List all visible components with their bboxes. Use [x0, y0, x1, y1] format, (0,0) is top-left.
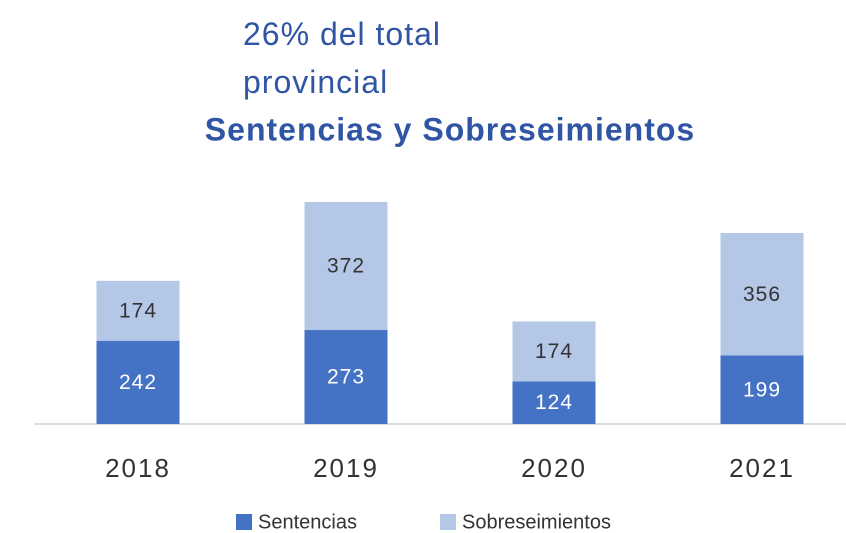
data-label: 124 [535, 391, 573, 414]
legend-label: Sobreseimientos [462, 511, 611, 533]
legend-swatch [236, 514, 252, 530]
bar-segment [96, 280, 180, 341]
x-tick-label: 2019 [313, 453, 379, 483]
bar-segment [720, 355, 804, 424]
x-tick-label: 2020 [521, 453, 587, 483]
bar-segment [304, 202, 388, 331]
bar-segment [304, 330, 388, 424]
data-label: 372 [327, 255, 365, 278]
data-label: 174 [119, 299, 157, 322]
chart-title: Sentencias y Sobreseimientos [205, 111, 695, 147]
data-label: 356 [743, 283, 781, 306]
legend-label: Sentencias [258, 511, 357, 533]
data-label: 199 [743, 378, 781, 401]
legend-swatch [440, 514, 456, 530]
x-tick-label: 2018 [105, 453, 171, 483]
bar-segment [512, 381, 596, 424]
bar-segment [720, 232, 804, 356]
data-label: 174 [535, 340, 573, 363]
bar-segment [512, 321, 596, 382]
x-tick-label: 2021 [729, 453, 795, 483]
data-label: 242 [119, 371, 157, 394]
data-label: 273 [327, 366, 365, 389]
chart-subtitle: 26% del total provincial [243, 16, 442, 100]
bar-segment [96, 340, 180, 424]
